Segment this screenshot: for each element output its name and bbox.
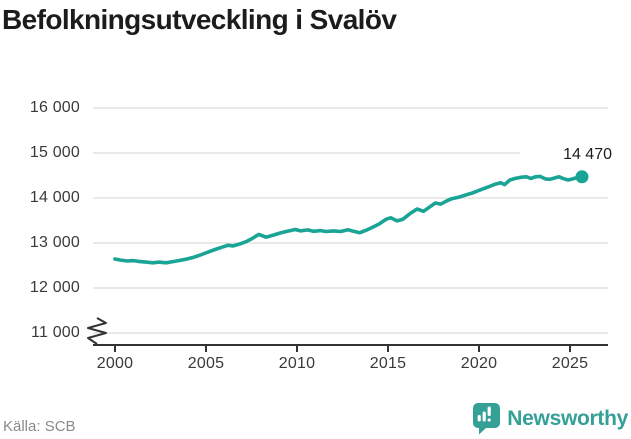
- logo-bubble-shape: [473, 403, 501, 435]
- brand-name: Newsworthy: [507, 406, 628, 430]
- y-tick-label: 11 000: [31, 324, 80, 341]
- chart-title: Befolkningsutveckling i Svalöv: [2, 4, 397, 35]
- y-tick-label: 16 000: [29, 99, 80, 116]
- x-tick-label: 2015: [369, 355, 407, 372]
- x-tick-label: 2010: [278, 355, 316, 372]
- x-tick-label: 2020: [460, 355, 498, 372]
- logo-exclamation-bar: [487, 406, 492, 416]
- logo-exclamation-dot: [487, 418, 492, 422]
- y-tick-label: 14 000: [29, 189, 80, 206]
- x-tick-label: 2025: [551, 355, 589, 372]
- logo-bar-medium: [482, 411, 487, 422]
- source-credit: Källa: SCB: [3, 418, 76, 435]
- x-tick-label: 2005: [187, 355, 225, 372]
- latest-value-label: 14 470: [520, 146, 612, 164]
- x-tick-label: 2000: [96, 355, 134, 372]
- newsworthy-logo-icon: [473, 403, 501, 435]
- y-tick-label: 13 000: [29, 234, 80, 251]
- y-tick-label: 12 000: [29, 279, 80, 296]
- y-tick-label: 15 000: [29, 144, 80, 161]
- logo-bar-short: [477, 415, 482, 422]
- newsworthy-brand-link[interactable]: Newsworthy: [472, 402, 628, 435]
